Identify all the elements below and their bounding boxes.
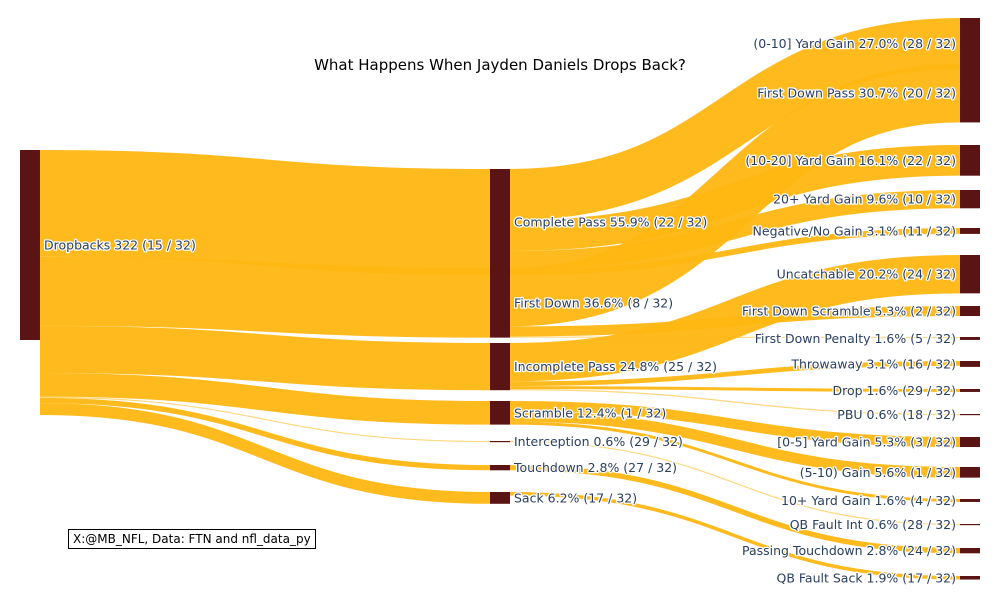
link-dropbacks-to-complete xyxy=(39,150,491,276)
node-g10_20 xyxy=(960,145,980,176)
label-s0_5: [0-5] Yard Gain 5.3% (3 / 32) xyxy=(777,435,956,450)
node-s10 xyxy=(960,499,980,502)
label-drop: Drop 1.6% (29 / 32) xyxy=(833,383,957,398)
node-fdpass xyxy=(960,64,980,123)
node-throwaway xyxy=(960,361,980,367)
label-fdscr: First Down Scramble 5.3% (2 / 32) xyxy=(742,304,956,319)
node-touchdown xyxy=(490,465,510,471)
node-scramble xyxy=(490,401,510,425)
link-dropbacks-to-scramble xyxy=(39,373,491,425)
label-g0_10: (0-10] Yard Gain 27.0% (28 / 32) xyxy=(753,36,956,51)
label-complete: Complete Pass 55.9% (22 / 32) xyxy=(514,215,707,230)
link-sack-to-qbsack xyxy=(509,491,961,580)
label-pbu: PBU 0.6% (18 / 32) xyxy=(837,407,956,422)
node-g20 xyxy=(960,190,980,209)
label-fdpen: First Down Penalty 1.6% (5 / 32) xyxy=(755,331,956,346)
link-scramble-to-s10 xyxy=(509,421,961,502)
link-incomplete-to-drop xyxy=(509,386,961,392)
label-neg: Negative/No Gain 3.1% (11 / 32) xyxy=(753,223,956,238)
node-incomplete xyxy=(490,343,510,391)
sankey-links xyxy=(39,18,961,580)
node-sack xyxy=(490,492,510,504)
link-incomplete-to-throwaway xyxy=(509,360,961,387)
label-sack: Sack 6.2% (17 / 32) xyxy=(514,490,637,505)
label-firstdown: First Down 36.6% (8 / 32) xyxy=(514,295,673,310)
credit-annotation: X:@MB_NFL, Data: FTN and nfl_data_py xyxy=(68,529,316,549)
label-s10: 10+ Yard Gain 1.6% (4 / 32) xyxy=(781,493,956,508)
node-fdpen xyxy=(960,337,980,340)
label-g20: 20+ Yard Gain 9.6% (10 / 32) xyxy=(773,192,956,207)
label-uncatch: Uncatchable 20.2% (24 / 32) xyxy=(777,267,956,282)
link-incomplete-to-uncatch xyxy=(509,255,961,382)
node-interception xyxy=(490,441,510,443)
label-g10_20: (10-20] Yard Gain 16.1% (22 / 32) xyxy=(745,153,956,168)
node-passtd xyxy=(960,548,980,554)
link-interception-to-qbint xyxy=(509,440,961,526)
label-passtd: Passing Touchdown 2.8% (24 / 32) xyxy=(742,543,956,558)
link-scramble-to-s5_10 xyxy=(509,411,961,478)
link-dropbacks-to-touchdown xyxy=(39,397,491,471)
link-scramble-to-s0_5 xyxy=(509,401,961,448)
link-firstdown-to-fdpass xyxy=(509,64,961,327)
label-throwaway: Throwaway 3.1% (16 / 32) xyxy=(790,356,956,371)
node-qbint xyxy=(960,524,980,526)
sankey-nodes xyxy=(20,18,980,580)
link-dropbacks-to-interception xyxy=(39,396,491,443)
node-fdscr xyxy=(960,306,980,317)
node-s5_10 xyxy=(960,467,980,478)
node-firstdown xyxy=(490,268,510,338)
link-incomplete-to-pbu xyxy=(509,389,961,416)
node-neg xyxy=(960,228,980,234)
chart-title: What Happens When Jayden Daniels Drops B… xyxy=(314,56,686,74)
node-s0_5 xyxy=(960,437,980,448)
label-s5_10: (5-10) Gain 5.6% (1 / 32) xyxy=(800,465,956,480)
node-qbsack xyxy=(960,576,980,580)
link-dropbacks-to-incomplete xyxy=(39,325,491,391)
sankey-labels: Dropbacks 322 (15 / 32) Complete Pass 55.… xyxy=(43,35,958,587)
node-complete xyxy=(490,169,510,276)
label-incomplete: Incomplete Pass 24.8% (25 / 32) xyxy=(514,359,717,374)
link-dropbacks-to-sack xyxy=(39,403,491,504)
label-dropbacks: Dropbacks 322 (15 / 32) xyxy=(44,238,196,253)
node-dropbacks xyxy=(20,150,40,340)
label-interception: Interception 0.6% (29 / 32) xyxy=(514,434,683,449)
node-drop xyxy=(960,389,980,392)
label-touchdown: Touchdown 2.8% (27 / 32) xyxy=(513,460,677,475)
label-qbint: QB Fault Int 0.6% (28 / 32) xyxy=(790,517,956,532)
link-dropbacks-to-firstdown xyxy=(39,256,491,338)
link-touchdown-to-passtd xyxy=(509,464,961,554)
label-scramble: Scramble 12.4% (1 / 32) xyxy=(514,405,666,420)
node-pbu xyxy=(960,414,980,416)
label-fdpass: First Down Pass 30.7% (20 / 32) xyxy=(757,86,956,101)
link-complete-to-g0_10 xyxy=(509,18,961,221)
node-g0_10 xyxy=(960,18,980,70)
label-qbsack: QB Fault Sack 1.9% (17 / 32) xyxy=(777,570,957,585)
node-uncatch xyxy=(960,255,980,294)
